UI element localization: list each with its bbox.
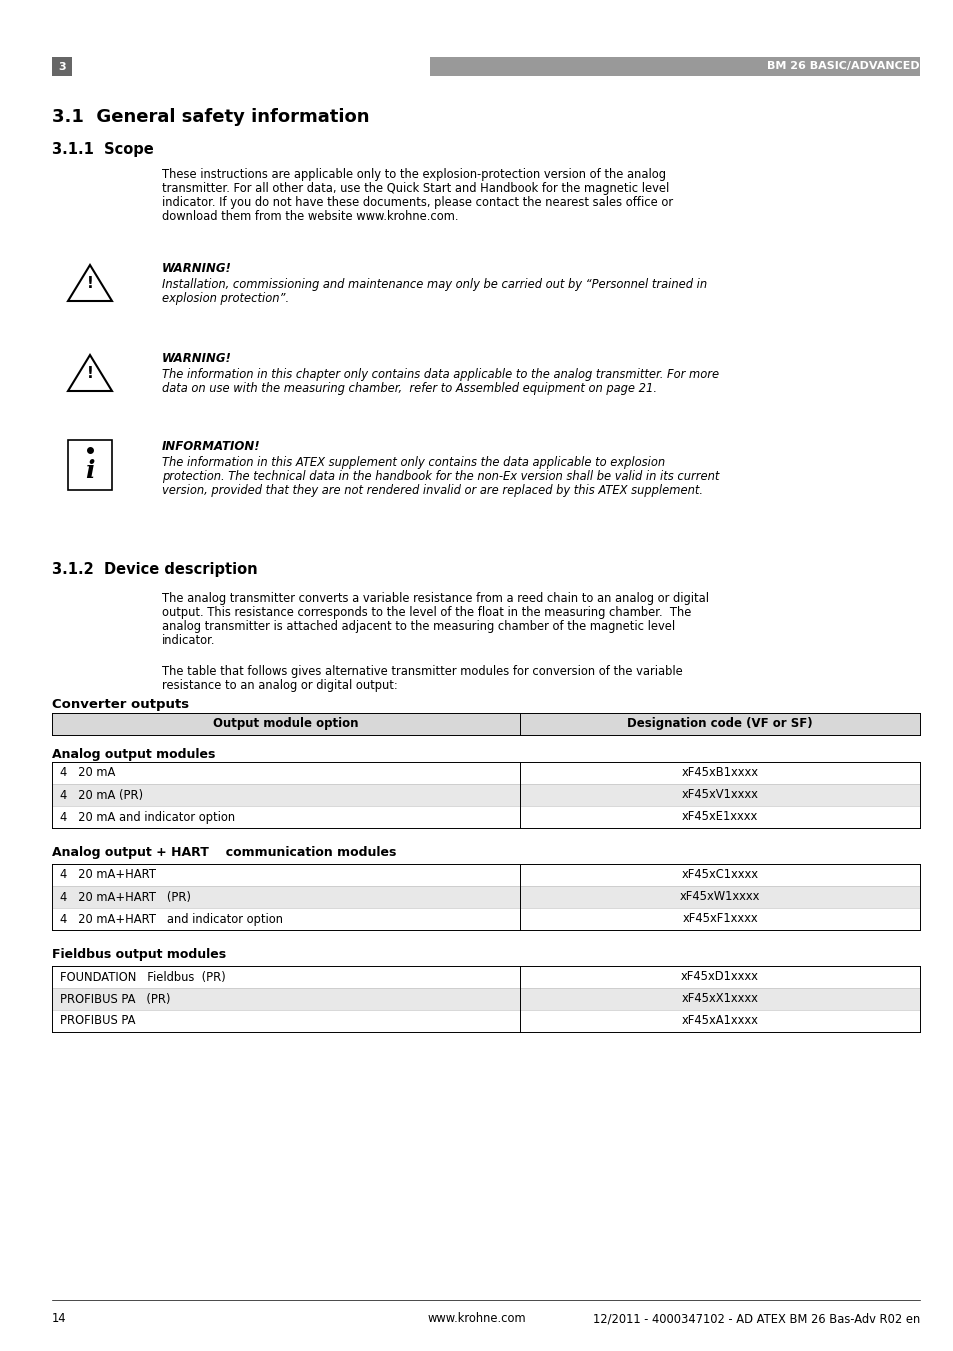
Text: Converter outputs: Converter outputs (52, 698, 189, 711)
Text: !: ! (87, 366, 93, 381)
Bar (52, 807, 919, 828)
Text: indicator.: indicator. (162, 634, 215, 647)
Text: 3.1.2  Device description: 3.1.2 Device description (52, 562, 257, 577)
Text: 3.1.1  Scope: 3.1.1 Scope (52, 142, 153, 157)
Bar (52, 988, 919, 1011)
Text: Analog output modules: Analog output modules (52, 748, 215, 761)
Text: 4   20 mA+HART: 4 20 mA+HART (60, 869, 156, 881)
Text: explosion protection”.: explosion protection”. (162, 292, 289, 305)
Text: Installation, commissioning and maintenance may only be carried out by “Personne: Installation, commissioning and maintena… (162, 278, 706, 290)
Text: PROFIBUS PA   (PR): PROFIBUS PA (PR) (60, 993, 171, 1005)
Text: i: i (85, 459, 94, 484)
Text: 4   20 mA: 4 20 mA (60, 766, 115, 780)
Text: The analog transmitter converts a variable resistance from a reed chain to an an: The analog transmitter converts a variab… (162, 592, 708, 605)
Text: xF45xC1xxxx: xF45xC1xxxx (680, 869, 758, 881)
Text: output. This resistance corresponds to the level of the float in the measuring c: output. This resistance corresponds to t… (162, 607, 691, 619)
Bar (52, 713, 919, 735)
Bar (52, 762, 919, 784)
Text: 14: 14 (52, 1312, 67, 1325)
Text: xF45xW1xxxx: xF45xW1xxxx (679, 890, 760, 904)
Text: 3.1  General safety information: 3.1 General safety information (52, 108, 369, 126)
Text: ANALOG TRANSMITTER: ANALOG TRANSMITTER (77, 58, 293, 76)
Text: 4   20 mA (PR): 4 20 mA (PR) (60, 789, 143, 801)
Text: BM 26 BASIC/ADVANCED: BM 26 BASIC/ADVANCED (766, 62, 919, 72)
Text: xF45xD1xxxx: xF45xD1xxxx (680, 970, 759, 984)
Text: data on use with the measuring chamber,  refer to Assembled equipment on page 21: data on use with the measuring chamber, … (162, 382, 657, 394)
Bar (52, 865, 919, 886)
Text: indicator. If you do not have these documents, please contact the nearest sales : indicator. If you do not have these docu… (162, 196, 673, 209)
Text: download them from the website www.krohne.com.: download them from the website www.krohn… (162, 209, 458, 223)
Bar (52, 1011, 919, 1032)
Text: WARNING!: WARNING! (162, 262, 232, 276)
Text: WARNING!: WARNING! (162, 353, 232, 365)
Bar (52, 908, 919, 929)
Text: xF45xX1xxxx: xF45xX1xxxx (680, 993, 758, 1005)
Text: !: ! (87, 276, 93, 292)
Text: Output module option: Output module option (213, 717, 358, 731)
Text: 4   20 mA+HART   (PR): 4 20 mA+HART (PR) (60, 890, 191, 904)
Text: xF45xV1xxxx: xF45xV1xxxx (680, 789, 758, 801)
Text: INFORMATION!: INFORMATION! (162, 440, 260, 453)
Text: resistance to an analog or digital output:: resistance to an analog or digital outpu… (162, 680, 397, 692)
Bar (68, 440, 112, 490)
Text: 3: 3 (58, 62, 66, 72)
Text: The table that follows gives alternative transmitter modules for conversion of t: The table that follows gives alternative… (162, 665, 682, 678)
Text: www.krohne.com: www.krohne.com (427, 1312, 526, 1325)
Bar (52, 966, 919, 988)
Text: xF45xF1xxxx: xF45xF1xxxx (681, 912, 757, 925)
Text: FOUNDATION   Fieldbus  (PR): FOUNDATION Fieldbus (PR) (60, 970, 226, 984)
Text: The information in this ATEX supplement only contains the data applicable to exp: The information in this ATEX supplement … (162, 457, 664, 469)
Text: Analog output + HART  communication modules: Analog output + HART communication modul… (52, 846, 395, 859)
Text: version, provided that they are not rendered invalid or are replaced by this ATE: version, provided that they are not rend… (162, 484, 702, 497)
Text: 4   20 mA and indicator option: 4 20 mA and indicator option (60, 811, 234, 824)
Text: xF45xE1xxxx: xF45xE1xxxx (681, 811, 758, 824)
Text: xF45xB1xxxx: xF45xB1xxxx (680, 766, 758, 780)
Text: 4   20 mA+HART   and indicator option: 4 20 mA+HART and indicator option (60, 912, 283, 925)
Bar (52, 57, 71, 76)
Text: The information in this chapter only contains data applicable to the analog tran: The information in this chapter only con… (162, 367, 719, 381)
Text: PROFIBUS PA: PROFIBUS PA (60, 1015, 135, 1028)
Text: xF45xA1xxxx: xF45xA1xxxx (680, 1015, 758, 1028)
Text: protection. The technical data in the handbook for the non-Ex version shall be v: protection. The technical data in the ha… (162, 470, 719, 484)
Bar (52, 886, 919, 908)
Bar (52, 784, 919, 807)
Text: Designation code (VF or SF): Designation code (VF or SF) (626, 717, 812, 731)
Text: These instructions are applicable only to the explosion-protection version of th: These instructions are applicable only t… (162, 168, 665, 181)
Text: analog transmitter is attached adjacent to the measuring chamber of the magnetic: analog transmitter is attached adjacent … (162, 620, 675, 634)
Bar (430, 57, 919, 76)
Text: transmitter. For all other data, use the Quick Start and Handbook for the magnet: transmitter. For all other data, use the… (162, 182, 669, 195)
Text: 12/2011 - 4000347102 - AD ATEX BM 26 Bas-Adv R02 en: 12/2011 - 4000347102 - AD ATEX BM 26 Bas… (592, 1312, 919, 1325)
Text: Fieldbus output modules: Fieldbus output modules (52, 948, 226, 961)
